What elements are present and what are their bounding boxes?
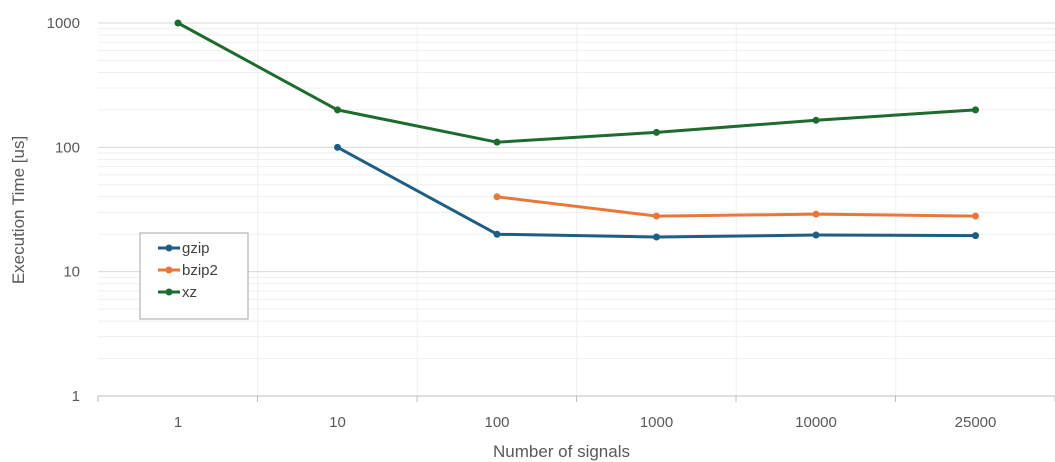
data-point-xz bbox=[972, 106, 979, 114]
y-tick-label: 1000 bbox=[47, 15, 80, 32]
x-axis-title: Number of signals bbox=[493, 442, 630, 461]
legend-marker bbox=[165, 288, 173, 296]
series-bzip2 bbox=[493, 193, 979, 220]
legend-item-xz: xz bbox=[158, 284, 197, 301]
x-axis-tick-labels: 1 10 100 1000 10000 25000 bbox=[174, 414, 997, 431]
x-tick-label: 100 bbox=[484, 414, 509, 431]
legend-item-bzip2: bzip2 bbox=[158, 262, 218, 279]
data-point-xz bbox=[653, 128, 660, 136]
data-point-gzip bbox=[972, 232, 979, 240]
y-tick-label: 100 bbox=[55, 139, 80, 156]
x-axis-ticks bbox=[97, 396, 1055, 402]
legend-marker bbox=[165, 244, 173, 252]
x-tick-label: 1 bbox=[174, 414, 182, 431]
legend-label: bzip2 bbox=[182, 262, 218, 279]
series-line-xz bbox=[176, 21, 977, 144]
x-tick-label: 10 bbox=[329, 414, 346, 431]
data-point-gzip bbox=[493, 230, 501, 238]
data-point-xz bbox=[334, 106, 341, 114]
series-layer bbox=[174, 19, 979, 241]
y-axis-title: Execution Time [us] bbox=[9, 136, 28, 284]
data-point-gzip bbox=[334, 143, 341, 151]
y-tick-label: 1 bbox=[72, 388, 80, 405]
data-point-gzip bbox=[653, 233, 660, 241]
data-point-gzip bbox=[812, 231, 820, 239]
data-point-bzip2 bbox=[812, 210, 820, 218]
series-xz bbox=[174, 19, 979, 146]
data-point-xz bbox=[493, 138, 501, 146]
series-line-gzip bbox=[336, 145, 977, 239]
y-axis-tick-labels: 1 10 100 1000 bbox=[47, 15, 80, 405]
x-tick-label: 1000 bbox=[640, 414, 673, 431]
series-gzip bbox=[334, 143, 979, 241]
data-point-xz bbox=[174, 19, 182, 27]
legend-label: gzip bbox=[182, 240, 210, 257]
legend-item-gzip: gzip bbox=[158, 240, 210, 257]
series-line-bzip2 bbox=[495, 195, 977, 218]
major-gridlines bbox=[98, 22, 1055, 273]
data-point-xz bbox=[812, 116, 820, 124]
legend-label: xz bbox=[182, 284, 197, 301]
x-tick-label: 25000 bbox=[955, 414, 997, 431]
legend: gzip bzip2 xz bbox=[139, 232, 249, 320]
y-tick-label: 10 bbox=[63, 264, 80, 281]
minor-gridlines bbox=[98, 23, 1055, 396]
legend-marker bbox=[165, 266, 173, 274]
data-point-bzip2 bbox=[972, 212, 979, 220]
x-tick-label: 10000 bbox=[795, 414, 837, 431]
data-point-bzip2 bbox=[653, 212, 660, 220]
data-point-bzip2 bbox=[493, 193, 501, 201]
